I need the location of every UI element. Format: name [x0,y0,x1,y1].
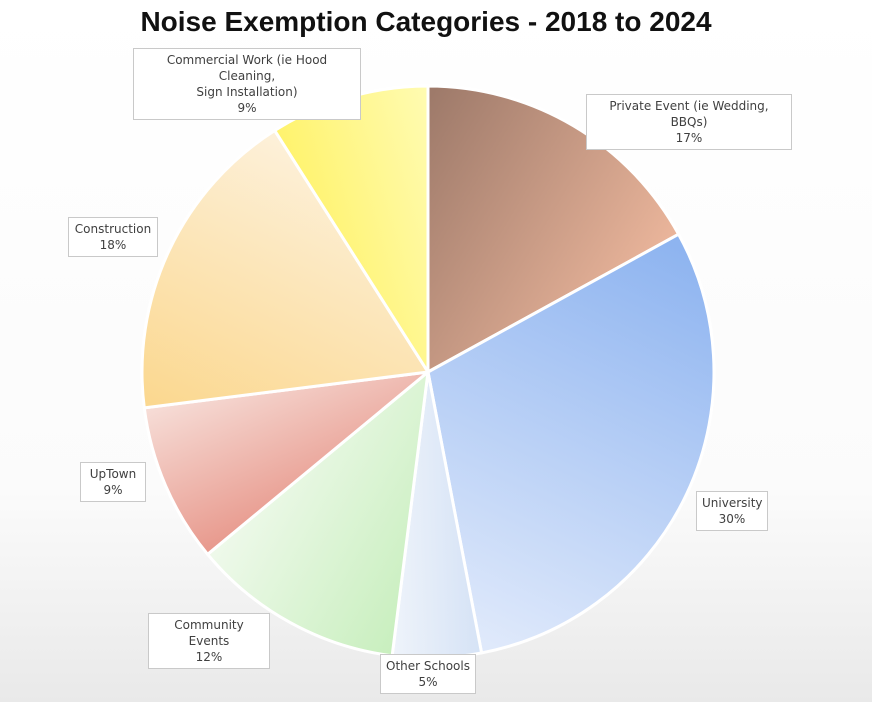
slice-label-text: Construction [74,222,152,236]
data-label-private-event-ie-wedding-bbqs: Private Event (ie Wedding, BBQs) 17% [586,94,792,150]
pie-slice-university [426,232,716,655]
data-label-other-schools: Other Schools 5% [380,654,476,694]
slice-value-text: 17% [675,131,703,145]
slice-label-text: UpTown [89,467,137,481]
slice-value-text: 5% [418,675,438,689]
chart-title: Noise Exemption Categories - 2018 to 202… [140,6,712,37]
slice-label-text: Private Event (ie Wedding, BBQs) [609,99,769,129]
slice-label-text: University [702,496,763,510]
slice-value-text: 18% [99,238,127,252]
slice-label-text: Commercial Work (ie Hood Cleaning, [166,53,328,83]
pie-slice-private-event-ie-wedding-bbqs [426,84,681,374]
pie-slice-uptown [142,370,430,556]
slice-label-text: Sign Installation) [196,85,298,99]
slice-label-text: Community Events [174,618,244,648]
slice-value-text: 12% [195,650,223,664]
data-label-construction: Construction 18% [68,217,158,257]
data-label-community-events: Community Events 12% [148,613,270,669]
slice-label-text: Other Schools [386,659,470,673]
slice-value-text: 30% [718,512,746,526]
data-label-university: University 30% [696,491,768,531]
data-label-commercial-work-ie-hood-cleaning-sign-installation: Commercial Work (ie Hood Cleaning, Sign I… [133,48,361,120]
slice-value-text: 9% [103,483,123,497]
slice-value-text: 9% [237,101,257,115]
pie-slice-construction [140,129,430,410]
pie-slice-community-events [206,370,430,658]
data-label-uptown: UpTown 9% [80,462,146,502]
